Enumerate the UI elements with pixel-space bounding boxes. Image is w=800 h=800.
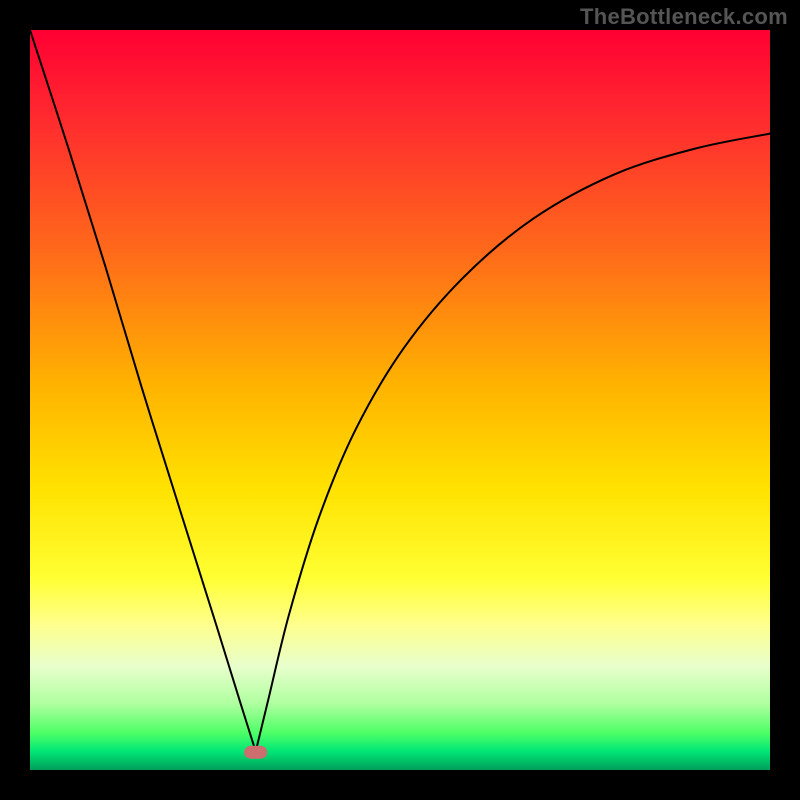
bottleneck-curve-svg	[30, 30, 770, 770]
watermark-text: TheBottleneck.com	[580, 4, 788, 30]
plot-area	[30, 30, 770, 770]
apex-marker	[244, 746, 268, 759]
curve-right-branch	[256, 134, 770, 752]
chart-root: { "watermark": { "text": "TheBottleneck.…	[0, 0, 800, 800]
curve-left-branch	[30, 30, 256, 752]
